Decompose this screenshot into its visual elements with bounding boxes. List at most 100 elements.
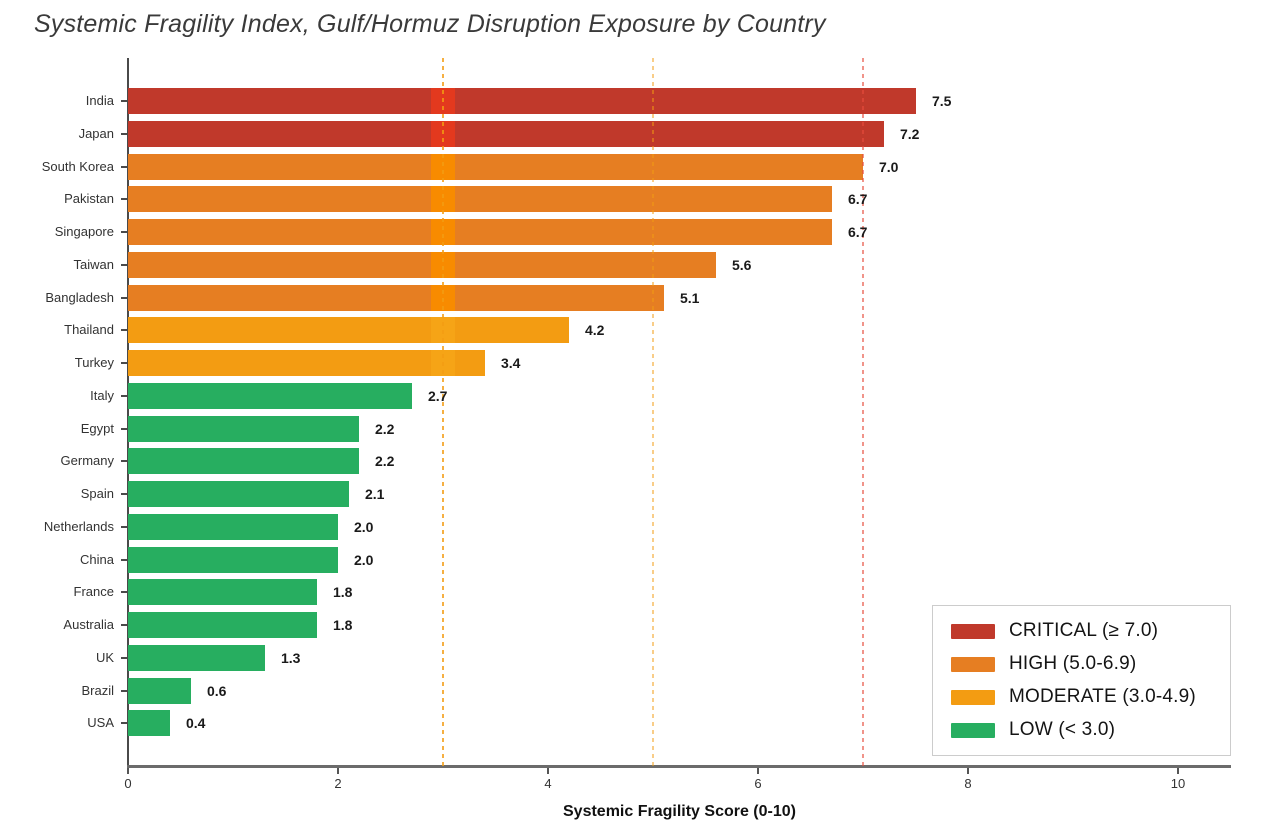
y-axis-label-usa: USA [87, 715, 114, 730]
y-tick-mark [121, 493, 127, 495]
y-axis-label-germany: Germany [60, 453, 114, 468]
legend-label: CRITICAL (≥ 7.0) [1009, 620, 1159, 641]
x-tick-mark [967, 768, 969, 774]
bar-value-label: 3.4 [501, 355, 521, 371]
y-tick-mark [121, 559, 127, 561]
y-axis-label-uk: UK [95, 650, 114, 665]
bar-value-label: 6.7 [848, 224, 868, 240]
bar-value-label: 7.5 [932, 93, 952, 109]
bar-value-label: 2.1 [365, 486, 385, 502]
y-axis-label-south-korea: South Korea [41, 159, 114, 174]
x-tick-label: 10 [1170, 776, 1186, 791]
x-tick-label: 2 [334, 776, 342, 791]
x-axis-line [127, 765, 1231, 768]
bar-taiwan [128, 252, 716, 278]
bar-uk [128, 645, 265, 671]
legend-item: LOW (< 3.0) [951, 719, 1212, 741]
chart-title: Systemic Fragility Index, Gulf/Hormuz Di… [34, 10, 826, 38]
x-tick-mark [127, 768, 129, 774]
bar-france [128, 579, 317, 605]
bar-turkey [128, 350, 485, 376]
x-tick-mark [757, 768, 759, 774]
y-tick-mark [121, 297, 127, 299]
x-tick-label: 4 [544, 776, 552, 791]
bar-japan [128, 121, 884, 147]
y-axis-label-india: India [85, 93, 114, 108]
bar-value-label: 2.0 [354, 519, 374, 535]
bar-value-label: 0.6 [207, 683, 227, 699]
bar-spain [128, 481, 349, 507]
threshold-line-5 [652, 58, 654, 766]
y-axis-label-egypt: Egypt [80, 421, 114, 436]
bar-germany [128, 448, 359, 474]
bar-bangladesh [128, 285, 664, 311]
x-tick-label: 8 [964, 776, 972, 791]
bar-value-label: 2.7 [428, 388, 448, 404]
y-tick-mark [121, 329, 127, 331]
bar-value-label: 1.8 [333, 617, 353, 633]
bar-value-label: 7.0 [879, 159, 899, 175]
legend-item: MODERATE (3.0-4.9) [951, 686, 1212, 708]
y-tick-mark [121, 264, 127, 266]
y-axis-label-australia: Australia [63, 617, 114, 632]
bar-pakistan [128, 186, 832, 212]
y-tick-mark [121, 133, 127, 135]
y-tick-mark [121, 690, 127, 692]
y-tick-mark [121, 395, 127, 397]
y-axis-label-taiwan: Taiwan [73, 257, 114, 272]
y-axis-label-singapore: Singapore [54, 224, 114, 239]
legend-swatch [951, 623, 995, 639]
bar-china [128, 547, 338, 573]
bar-value-label: 4.2 [585, 322, 605, 338]
bar-netherlands [128, 514, 338, 540]
y-axis-label-italy: Italy [90, 388, 114, 403]
bar-value-label: 0.4 [186, 715, 206, 731]
bar-brazil [128, 678, 191, 704]
bar-thailand [128, 317, 569, 343]
y-axis-label-japan: Japan [78, 126, 114, 141]
y-axis-label-brazil: Brazil [81, 683, 114, 698]
bar-usa [128, 710, 170, 736]
y-tick-mark [121, 231, 127, 233]
legend-item: HIGH (5.0-6.9) [951, 653, 1212, 675]
y-axis-label-france: France [73, 584, 114, 599]
y-axis-label-thailand: Thailand [64, 322, 114, 337]
threshold-line-3 [442, 58, 444, 766]
y-tick-mark [121, 100, 127, 102]
y-axis-label-china: China [80, 552, 114, 567]
bar-value-label: 2.0 [354, 552, 374, 568]
x-tick-mark [337, 768, 339, 774]
bar-value-label: 2.2 [375, 421, 395, 437]
legend-swatch [951, 656, 995, 672]
y-axis-line [127, 58, 129, 766]
bar-south-korea [128, 154, 863, 180]
plot-area: 7.5 7.2 7.0 6.7 6.7 5.6 5.1 4.2 3.4 2.7 2.2 2.2 2.1 2… [128, 58, 1231, 766]
bar-value-label: 1.3 [281, 650, 301, 666]
bar-value-label: 7.2 [900, 126, 920, 142]
y-axis-label-spain: Spain [80, 486, 114, 501]
x-tick-mark [547, 768, 549, 774]
bar-italy [128, 383, 412, 409]
x-tick-label: 0 [124, 776, 132, 791]
y-tick-mark [121, 166, 127, 168]
bar-value-label: 6.7 [848, 191, 868, 207]
y-axis-label-turkey: Turkey [74, 355, 114, 370]
bar-egypt [128, 416, 359, 442]
y-tick-mark [121, 362, 127, 364]
y-axis-label-netherlands: Netherlands [43, 519, 114, 534]
bar-singapore [128, 219, 832, 245]
legend: CRITICAL (≥ 7.0) HIGH (5.0-6.9) MODERATE (… [932, 605, 1231, 756]
y-tick-mark [121, 591, 127, 593]
y-tick-mark [121, 657, 127, 659]
y-tick-mark [121, 526, 127, 528]
y-axis-label-pakistan: Pakistan [64, 191, 114, 206]
bar-india [128, 88, 916, 114]
legend-item: CRITICAL (≥ 7.0) [951, 620, 1212, 642]
x-tick-label: 6 [754, 776, 762, 791]
x-axis-title: Systemic Fragility Score (0-10) [563, 803, 796, 820]
legend-swatch [951, 722, 995, 738]
legend-swatch [951, 689, 995, 705]
threshold-line-7 [862, 58, 864, 766]
legend-label: HIGH (5.0-6.9) [1009, 653, 1137, 674]
